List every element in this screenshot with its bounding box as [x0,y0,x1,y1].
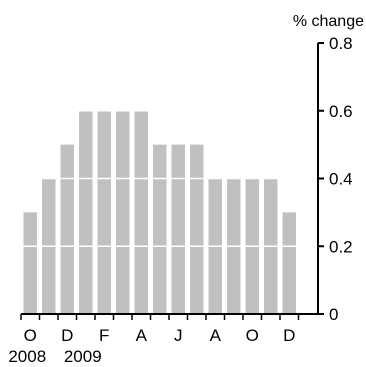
bar-3 [79,110,93,314]
bar-9 [190,144,204,315]
x-tick-label-3: A [136,326,148,345]
bar-6 [134,110,148,314]
bar-2 [60,144,74,315]
x-tick-label-1: D [61,326,73,345]
y-axis-title: % change [293,13,364,30]
bar-0 [23,212,37,315]
x-tick-label-5: A [210,326,222,345]
bar-5 [116,110,130,314]
x-tick-label-2: F [99,326,109,345]
bar-8 [171,144,185,315]
y-tick-label-0: 0 [329,305,338,324]
year-label-1: 2009 [64,347,102,366]
y-tick-label-3: 0.6 [329,102,353,121]
x-tick-label-0: O [24,326,37,345]
bars [23,110,296,315]
y-tick-label-2: 0.4 [329,170,353,189]
bar-14 [282,212,296,315]
y-tick-label-1: 0.2 [329,237,353,256]
bar-7 [153,144,167,315]
bar-4 [97,110,111,314]
x-tick-label-7: D [283,326,295,345]
year-label-0: 2008 [8,347,46,366]
y-tick-label-4: 0.8 [329,34,353,53]
x-tick-label-6: O [246,326,259,345]
gridlines [21,110,316,247]
y-axis-ticks: 0 0.2 0.4 0.6 0.8 [318,34,353,324]
x-tick-label-4: J [174,326,183,345]
x-axis-ticks: O D F A J A O D 2008 2009 [8,314,300,366]
